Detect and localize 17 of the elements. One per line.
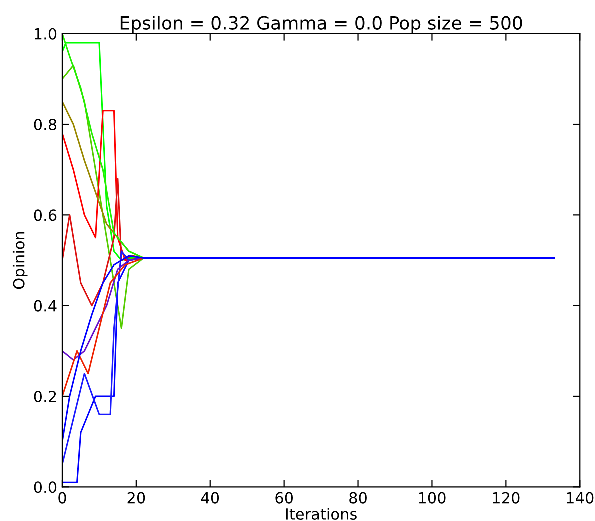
y-tick-label: 0.8 xyxy=(34,118,57,131)
y-tick-label: 0.6 xyxy=(34,210,57,222)
y-tick-label: 0.2 xyxy=(34,390,56,403)
x-tick-label: 100 xyxy=(419,492,446,504)
x-tick-label: 20 xyxy=(128,492,146,504)
x-tick-label: 140 xyxy=(567,492,594,504)
x-tick-label: 120 xyxy=(493,492,520,504)
x-tick-label: 80 xyxy=(350,492,367,504)
x-tick-label: 0 xyxy=(58,492,66,504)
x-tick-label: 60 xyxy=(276,492,294,504)
x-tick-label: 40 xyxy=(201,492,220,504)
x-axis-title: Iterations xyxy=(286,508,357,520)
chart-title: Epsilon = 0.32 Gamma = 0.0 Pop size = 500 xyxy=(120,16,522,34)
y-tick-label: 0.0 xyxy=(34,482,57,494)
y-axis-title: Opinion xyxy=(12,232,28,290)
y-tick-label: 0.4 xyxy=(34,300,57,312)
y-tick-label: 1.0 xyxy=(34,28,57,40)
